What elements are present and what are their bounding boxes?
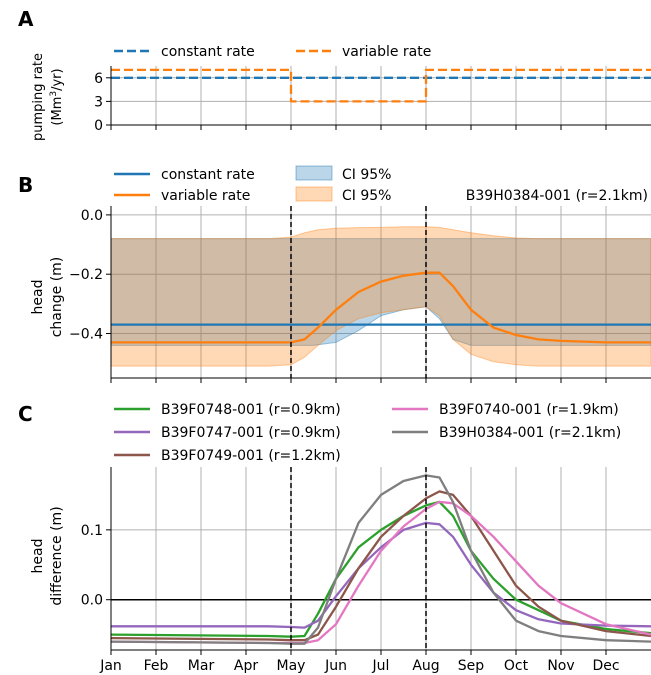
panel-a-ylabel-line1: pumping rate — [31, 53, 46, 141]
panel-a-ylabel-line2: (Mm3/yr) — [49, 68, 65, 125]
panel-a-ylabel-unit: (Mm — [50, 97, 65, 126]
panel-a-ylabel-sup: 3 — [49, 91, 59, 97]
panel-c-ylabel-line1: head — [30, 539, 46, 574]
panel-a-series-1 — [111, 68, 651, 103]
legend-a-variable-label: variable rate — [342, 44, 431, 60]
panel-a-ytick-label-2: 6 — [94, 71, 103, 87]
month-label-10: Nov — [547, 658, 574, 674]
month-label-1: Feb — [144, 658, 169, 674]
legend-c-label-3: B39F0740-001 (r=1.9km) — [439, 402, 619, 418]
month-label-3: Apr — [234, 658, 258, 674]
panel-c-ytick-label-0: 0.1 — [81, 523, 103, 539]
panel-c-ylabel-line2: difference (m) — [49, 506, 65, 605]
legend-b: constant rate variable rate CI 95% CI 95… — [114, 165, 391, 204]
legend-b-ci-orange-swatch — [295, 186, 333, 202]
panel-b-ci-band-1 — [110, 226, 651, 367]
month-label-8: Sep — [458, 658, 485, 674]
panel-b-plot: 0.0 −0.2 −0.4 — [69, 206, 651, 383]
panel-b-ytick-label-1: −0.2 — [69, 267, 103, 283]
panel-label-c: C — [18, 402, 33, 426]
legend-c-label-0: B39F0748-001 (r=0.9km) — [161, 402, 341, 418]
month-label-11: Dec — [592, 658, 619, 674]
panel-a-ytick-label-1: 3 — [94, 94, 103, 110]
legend-c-label-1: B39F0747-001 (r=0.9km) — [161, 425, 341, 441]
panel-b-ytick-label-0: 0.0 — [81, 208, 103, 224]
panel-c-series-1 — [111, 521, 651, 629]
panel-b-annotation: B39H0384-001 (r=2.1km) — [466, 188, 648, 204]
panel-b-ytick-label-2: −0.4 — [69, 327, 103, 343]
panel-label-b: B — [18, 173, 33, 197]
panel-b-ylabel-line1: head — [30, 280, 46, 315]
panel-b-ci-band-0 — [110, 238, 651, 346]
panel-b-ylabel-line2: change (m) — [49, 257, 65, 338]
month-label-7: Aug — [412, 658, 439, 674]
panel-a-plot: 0 3 6 — [94, 66, 651, 134]
month-axis: Jan Feb Mar Apr May Jun Jul Aug Sep Oct Nov Dec — [99, 658, 619, 674]
panel-c-ytick-label-1: 0.0 — [81, 593, 103, 609]
month-label-4: May — [277, 658, 306, 674]
legend-a-constant-label: constant rate — [161, 44, 255, 60]
legend-b-ci-blue-label: CI 95% — [342, 167, 391, 183]
month-label-6: Jul — [372, 658, 390, 674]
legend-b-ci-blue-swatch — [295, 165, 333, 181]
month-label-9: Oct — [504, 658, 529, 674]
legend-b-constant-label: constant rate — [161, 167, 255, 183]
legend-c: B39F0748-001 (r=0.9km) B39F0747-001 (r=0… — [114, 402, 621, 464]
panel-c-plot: 0.1 0.0 — [81, 467, 651, 655]
month-label-2: Mar — [188, 658, 215, 674]
legend-b-ci-orange-label: CI 95% — [342, 188, 391, 204]
month-label-0: Jan — [99, 658, 122, 674]
month-label-5: Jun — [324, 658, 347, 674]
panel-a-ylabel-end: /yr) — [50, 68, 65, 91]
legend-c-label-4: B39H0384-001 (r=2.1km) — [439, 425, 621, 441]
legend-c-label-2: B39F0749-001 (r=1.2km) — [161, 448, 341, 464]
panel-a-ytick-label-0: 0 — [94, 118, 103, 134]
panel-c-series-0 — [110, 500, 651, 638]
legend-a: constant rate variable rate — [114, 44, 431, 60]
panel-label-a: A — [18, 7, 34, 31]
panel-c-series-2 — [110, 490, 651, 642]
legend-b-variable-label: variable rate — [161, 188, 250, 204]
